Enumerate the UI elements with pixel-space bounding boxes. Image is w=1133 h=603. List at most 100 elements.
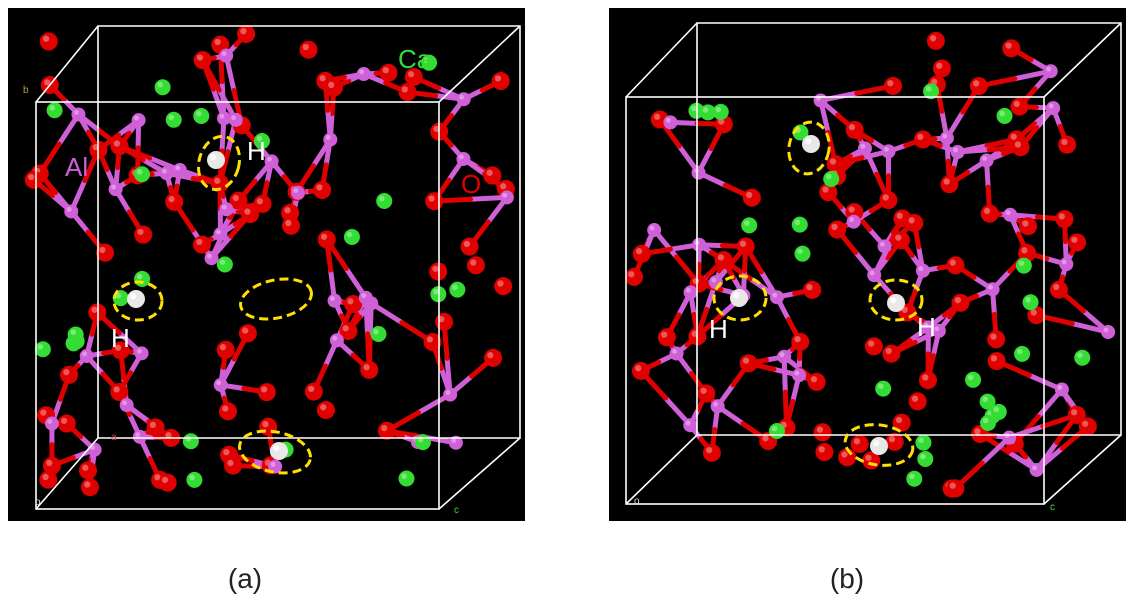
oxygen-atom-shine xyxy=(867,340,875,347)
aluminum-atom-shine xyxy=(779,352,785,358)
oxygen-atom-shine xyxy=(1071,236,1078,243)
calcium-atom xyxy=(917,450,934,467)
ca-label: Ca xyxy=(398,44,432,74)
caption-b: (b) xyxy=(829,563,865,594)
calcium-atom-shine xyxy=(452,284,458,291)
oxygen-atom xyxy=(813,423,832,442)
oxygen-atom xyxy=(224,456,243,475)
oxygen-atom xyxy=(494,277,513,296)
oxygen-atom-shine xyxy=(794,335,801,343)
hydrogen-highlight-group xyxy=(712,120,924,467)
cell-front-face xyxy=(35,101,440,510)
aluminum-atom-shine xyxy=(1048,103,1054,109)
aluminum-atom xyxy=(172,163,187,178)
calcium-atom-shine xyxy=(157,81,164,88)
oxygen-atom-shine xyxy=(302,43,309,51)
calcium-atom xyxy=(165,111,182,128)
o-label: O xyxy=(461,169,481,199)
calcium-atom-shine xyxy=(136,273,143,280)
aluminum-atom-shine xyxy=(47,418,53,424)
oxygen-atom-shine xyxy=(284,207,291,214)
aluminum-atom-shine xyxy=(206,253,212,259)
aluminum-atom-shine xyxy=(953,147,958,153)
aluminum-atom-shine xyxy=(713,401,719,407)
hydrogen-atom xyxy=(870,437,888,455)
oxygen-atom-shine xyxy=(154,474,161,481)
oxygen-atom xyxy=(908,392,927,411)
aluminum-atom-shine xyxy=(66,206,72,212)
aluminum-atom-shine xyxy=(649,225,655,231)
aluminum-atom-shine xyxy=(988,284,993,290)
calcium-atom-shine xyxy=(715,106,722,113)
oxygen-atom xyxy=(80,478,99,497)
oxygen-atom xyxy=(423,333,442,352)
al-label: Al xyxy=(65,152,88,182)
calcium-atom xyxy=(794,245,811,262)
oxygen-atom-shine xyxy=(500,183,507,190)
hydrogen-atom-shine xyxy=(873,440,880,447)
structure-panel-a: Ca Al O H H b a o c xyxy=(8,8,525,521)
aluminum-atom xyxy=(87,442,102,457)
aluminum-atom xyxy=(213,227,228,242)
oxygen-atom xyxy=(60,365,79,384)
aluminum-atom-shine xyxy=(122,400,128,406)
aluminum-atom-shine xyxy=(918,266,924,272)
aluminum-atom xyxy=(448,435,463,450)
oxygen-atom xyxy=(435,312,454,331)
oxygen-atom-shine xyxy=(227,459,234,467)
oxygen-atom-shine xyxy=(810,376,818,383)
oxygen-atom-shine xyxy=(214,38,221,46)
aluminum-atom-shine xyxy=(73,109,79,115)
oxygen-atom-shine xyxy=(232,194,239,202)
aluminum-atom-shine xyxy=(216,380,222,386)
oxygen-atom-shine xyxy=(363,364,370,371)
aluminum-atom-shine xyxy=(665,117,671,123)
aluminum-atom-shine xyxy=(231,115,237,121)
aluminum-atom xyxy=(219,202,234,217)
aluminum-atom-shine xyxy=(445,390,451,395)
oxygen-atom-shine xyxy=(806,284,813,291)
aluminum-atom xyxy=(683,285,698,300)
calcium-atom xyxy=(1014,345,1031,362)
aluminum-atom xyxy=(710,399,725,414)
oxygen-atom-shine xyxy=(40,409,47,416)
calcium-atom-shine xyxy=(920,453,926,460)
oxygen-atom xyxy=(377,421,396,440)
h-label-1: H xyxy=(709,314,728,344)
calcium-atom-shine xyxy=(136,168,143,175)
calcium-atom-shine xyxy=(373,328,379,335)
calcium-atom xyxy=(875,380,892,397)
calcium-atom-shine xyxy=(771,425,778,432)
oxygen-atom-shine xyxy=(931,78,938,85)
oxygen-atom-shine xyxy=(742,357,750,364)
oxygen-atom-shine xyxy=(653,113,661,120)
oxygen-atom xyxy=(1058,135,1077,154)
calcium-atom-shine xyxy=(196,110,202,117)
aluminum-atom-shine xyxy=(137,348,142,354)
calcium-atom xyxy=(134,166,151,183)
axis-label-o: o xyxy=(634,496,640,507)
oxygen-atom xyxy=(491,72,510,91)
oxygen-atom xyxy=(42,456,61,475)
aluminum-atom xyxy=(132,429,147,444)
oxygen-atom xyxy=(281,203,300,222)
calcium-atom-shine xyxy=(401,473,407,479)
oxygen-atom-shine xyxy=(382,67,389,74)
aluminum-atom-shine xyxy=(502,192,508,198)
aluminum-atom-shine xyxy=(329,296,335,301)
calcium-atom-shine xyxy=(999,110,1005,117)
oxygen-atom-shine xyxy=(244,208,251,215)
oxygen-atom-shine xyxy=(895,416,903,424)
aluminum-atom xyxy=(1054,382,1069,397)
calcium-atom xyxy=(980,414,997,431)
calcium-atom-shine xyxy=(346,231,353,238)
calcium-atom-shine xyxy=(877,383,884,390)
oxygen-atom xyxy=(913,130,932,149)
aluminum-atom xyxy=(669,346,684,361)
calcium-atom xyxy=(741,217,758,234)
calcium-atom xyxy=(791,216,808,233)
aluminum-atom-shine xyxy=(270,462,276,467)
oxygen-atom-shine xyxy=(42,35,50,42)
oxygen-atom-shine xyxy=(974,428,981,435)
oxygen-atom-shine xyxy=(745,191,753,199)
